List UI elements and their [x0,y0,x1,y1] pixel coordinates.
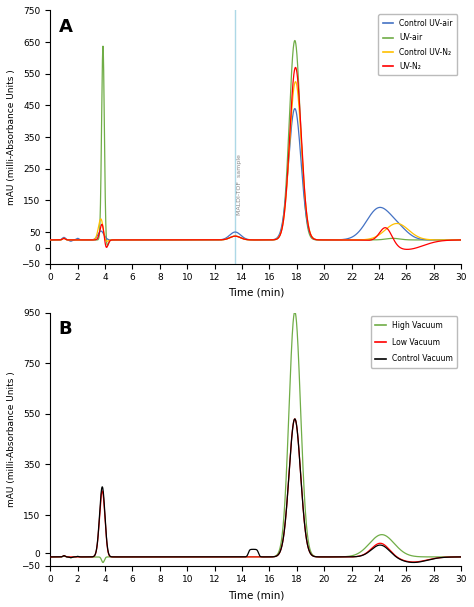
Text: MALDI-TOF  sample: MALDI-TOF sample [237,154,242,215]
Y-axis label: mAU (milli-Absorbance Units ): mAU (milli-Absorbance Units ) [7,371,16,507]
Text: B: B [58,320,72,338]
X-axis label: Time (min): Time (min) [228,590,284,600]
Y-axis label: mAU (milli-Absorbance Units ): mAU (milli-Absorbance Units ) [7,69,16,205]
Text: A: A [58,18,73,36]
X-axis label: Time (min): Time (min) [228,288,284,298]
Legend: Control UV-air, UV-air, Control UV-N₂, UV-N₂: Control UV-air, UV-air, Control UV-N₂, U… [378,14,457,75]
Legend: High Vacuum, Low Vacuum, Control Vacuum: High Vacuum, Low Vacuum, Control Vacuum [371,316,457,368]
